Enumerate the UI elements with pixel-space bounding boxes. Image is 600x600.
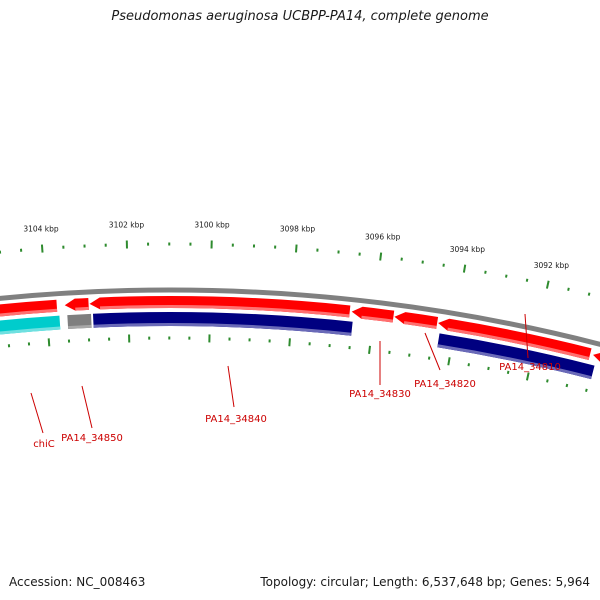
lower-tick-mark [368,345,371,354]
upper-tick-mark [484,270,487,274]
tick-label: 3092 kbp [534,261,570,270]
map-title: Pseudomonas aeruginosa UCBPP-PA14, compl… [111,9,489,24]
upper-tick-mark [40,244,44,253]
upper-tick-mark [545,280,550,289]
lower-tick-mark [525,372,530,381]
lower-tick-mark [288,338,291,347]
lower-tick-track [7,334,588,393]
upper-tick-mark [567,287,570,291]
lower-tick-mark [487,366,490,371]
cds-PA14_34810-shade [447,327,590,360]
lower-tick-mark [447,357,451,366]
cds-PA14_34820-shade [403,321,437,329]
upper-tick-track [0,240,591,296]
upper-tick-mark [505,274,508,278]
tick-label: 3096 kbp [365,233,401,242]
gene-label-leaders [30,313,529,434]
backbone-arc [0,287,600,347]
tick-label: 3100 kbp [194,220,230,229]
gene-label-PA14_34850: PA14_34850 [61,433,123,444]
leader-PA14_34810 [524,313,529,359]
topology-text: Topology: circular; Length: 6,537,648 bp… [260,575,590,589]
gene-label-PA14_34840: PA14_34840 [205,414,267,425]
upper-tick-mark [379,252,383,261]
gene-label-PA14_34810: PA14_34810 [499,362,561,373]
gene-PA14_34810-shade [437,344,592,380]
lower-tick-mark [585,388,588,393]
upper-tick-mark [295,244,298,253]
gene-label-chiC: chiC [33,439,55,450]
cds-chiC-shade [0,308,58,317]
tick-labels: 3092 kbp 3094 kbp 3096 kbp 3098 kbp 3100 kbp… [23,220,569,270]
lower-tick-mark [47,338,51,347]
tick-label: 3094 kbp [450,245,486,254]
leader-chiC [30,392,44,434]
leader-PA14_34840 [227,365,235,408]
leader-PA14_34820 [424,332,441,371]
cds-PA14_34850-shade [75,306,89,311]
lower-tick-mark [506,370,510,375]
gene-label-PA14_34830: PA14_34830 [349,389,411,400]
gene-PA14_34840-shade [93,323,352,336]
forward-cds-track [0,296,600,362]
tick-label: 3104 kbp [23,225,59,234]
tick-label: 3102 kbp [109,221,145,230]
lower-tick-mark [565,383,569,388]
leader-PA14_34850 [81,385,93,429]
upper-tick-mark [462,264,467,273]
gene-PA14_34850-shade [67,324,92,330]
cds-next [593,352,600,362]
tick-label: 3098 kbp [280,225,316,234]
backbone-track [0,287,600,347]
gene-chiC-shade [0,326,61,335]
lower-tick-mark [546,379,549,383]
upper-tick-mark [587,292,591,296]
cds-PA14_34830-shade [361,315,394,323]
lower-tick-mark [467,363,470,367]
gene-label-PA14_34820: PA14_34820 [414,379,476,390]
reverse-gene-track [0,312,595,380]
cds-PA14_34840-shade [99,304,350,318]
accession-text: Accession: NC_008463 [9,575,146,589]
upper-tick-mark [525,278,529,282]
